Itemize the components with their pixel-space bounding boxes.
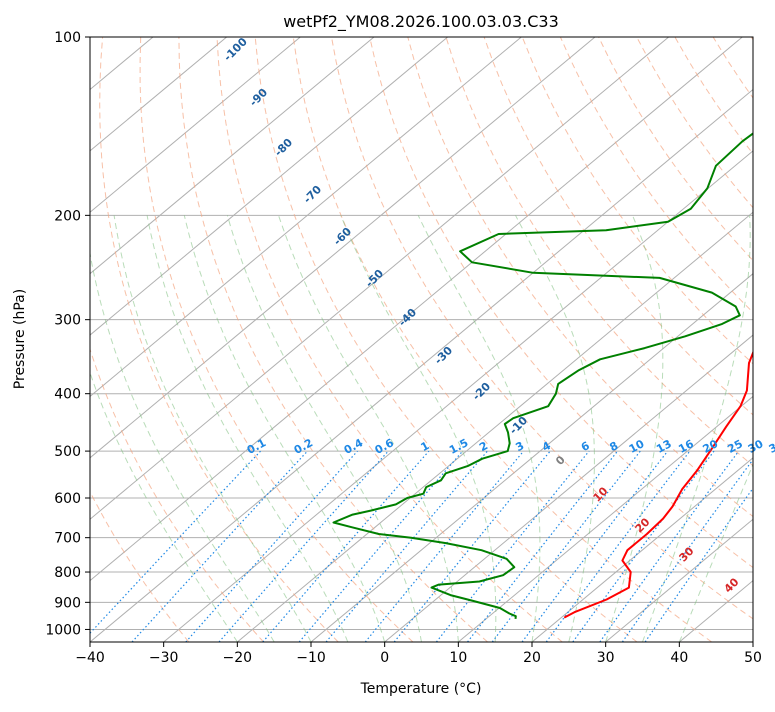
- y-tick-label: 200: [54, 208, 81, 224]
- chart-title: wetPf2_YM08.2026.100.03.03.C33: [283, 12, 559, 32]
- x-tick-label: 10: [449, 650, 467, 666]
- x-tick-label: −10: [296, 650, 326, 666]
- x-tick-label: 0: [380, 650, 389, 666]
- y-axis-label: Pressure (hPa): [12, 289, 28, 389]
- x-axis-label: Temperature (°C): [360, 681, 482, 697]
- x-tick-label: 40: [670, 650, 688, 666]
- y-tick-label: 700: [54, 531, 81, 547]
- y-tick-label: 300: [54, 313, 81, 329]
- y-tick-label: 900: [54, 595, 81, 611]
- x-tick-label: −40: [75, 650, 105, 666]
- x-tick-label: 50: [744, 650, 762, 666]
- y-tick-label: 400: [54, 387, 81, 403]
- y-tick-label: 500: [54, 444, 81, 460]
- y-tick-label: 600: [54, 491, 81, 507]
- x-tick-label: 30: [597, 650, 615, 666]
- x-tick-label: −30: [149, 650, 179, 666]
- y-tick-label: 1000: [45, 622, 81, 638]
- y-tick-label: 800: [54, 565, 81, 581]
- x-tick-label: 20: [523, 650, 541, 666]
- x-tick-label: −20: [223, 650, 253, 666]
- y-tick-label: 100: [54, 30, 81, 46]
